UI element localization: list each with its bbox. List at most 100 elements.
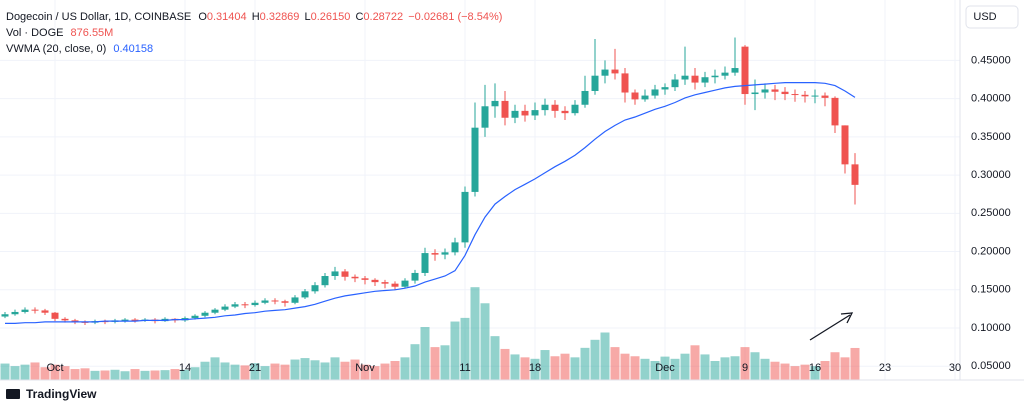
volume-bar <box>580 347 590 380</box>
volume-bar <box>280 364 290 380</box>
volume-bar <box>430 347 440 380</box>
candle-body <box>701 77 709 83</box>
candle-body <box>711 75 719 78</box>
candle-body <box>341 271 349 277</box>
y-tick-label: 0.15000 <box>971 284 1011 296</box>
volume-bar <box>360 364 370 380</box>
volume-bar <box>790 366 800 380</box>
candle-body <box>731 68 739 73</box>
volume-bar <box>20 364 30 380</box>
volume-layer <box>0 287 860 380</box>
candle-body <box>621 73 629 93</box>
candle-body <box>801 94 809 97</box>
candle-body <box>61 318 69 321</box>
volume-bar <box>520 357 530 380</box>
y-tick-label: 0.25000 <box>971 207 1011 219</box>
brand-logo: TradingView <box>6 387 97 401</box>
candle-body <box>451 242 459 253</box>
y-tick-label: 0.35000 <box>971 131 1011 143</box>
candle-body <box>241 304 249 306</box>
volume-bar <box>290 359 300 380</box>
candle-body <box>551 104 559 111</box>
volume-bar <box>410 344 420 380</box>
x-tick-label: 18 <box>529 362 541 374</box>
volume-bar <box>470 287 480 380</box>
volume-bar <box>220 362 230 380</box>
volume-bar <box>380 363 390 380</box>
candle-body <box>361 278 369 280</box>
candle-body <box>281 301 289 303</box>
volume-bar <box>350 359 360 380</box>
volume-bar <box>840 357 850 380</box>
volume-bar <box>180 369 190 380</box>
volume-bar <box>70 369 80 380</box>
l-label: L <box>304 11 310 23</box>
volume-bar <box>740 347 750 380</box>
brand: TradingView <box>26 387 97 401</box>
volume-bar <box>390 361 400 380</box>
candle-body <box>651 89 659 96</box>
candle-body <box>51 312 59 319</box>
candle-body <box>851 164 859 185</box>
volume-bar <box>850 347 860 380</box>
x-tick-label: 30 <box>949 362 961 374</box>
candle-body <box>641 95 649 100</box>
candle-body <box>71 320 79 322</box>
x-tick-label: 9 <box>742 362 748 374</box>
volume-bar <box>800 364 810 380</box>
candle-body <box>461 191 469 243</box>
volume-bar <box>300 358 310 380</box>
o-value: 0.31404 <box>207 11 247 23</box>
candle-body <box>771 89 779 92</box>
volume-bar <box>760 358 770 380</box>
candle-body <box>821 95 829 98</box>
volume-bar <box>210 357 220 380</box>
volume-bar <box>730 356 740 380</box>
candle-body <box>601 69 609 76</box>
candle-body <box>671 79 679 88</box>
volume-bar <box>640 358 650 380</box>
volume-bar <box>610 347 620 380</box>
volume-bar <box>340 361 350 380</box>
candle-body <box>131 319 139 321</box>
logo-mark <box>6 389 20 399</box>
volume-bar <box>630 356 640 380</box>
vwma-name: VWMA (20, close, 0) <box>6 43 106 55</box>
candle-body <box>441 252 449 255</box>
volume-bar <box>400 357 410 380</box>
volume-bar <box>500 348 510 380</box>
x-tick-label: 16 <box>809 362 821 374</box>
volume-bar <box>540 350 550 380</box>
candle-body <box>791 94 799 96</box>
vwma-line <box>5 82 856 324</box>
volume-bar <box>270 363 280 380</box>
price-layer <box>1 37 859 325</box>
volume-bar <box>150 370 160 380</box>
candle-body <box>541 104 549 111</box>
volume-bar <box>680 353 690 380</box>
volume-bar <box>660 356 670 380</box>
h-value: 0.32869 <box>260 11 300 23</box>
volume-bar <box>490 336 500 380</box>
h-label: H <box>252 11 260 23</box>
arrow-annotation <box>809 314 851 341</box>
volume-bar <box>90 370 100 380</box>
volume-bar <box>310 360 320 380</box>
candle-body <box>301 291 309 298</box>
volume-bar <box>650 361 660 380</box>
candle-body <box>251 302 259 306</box>
x-tick-label: 23 <box>879 362 891 374</box>
volume-bar <box>30 362 40 380</box>
currency[interactable]: USD <box>973 11 996 23</box>
currency-button[interactable] <box>965 5 1019 29</box>
y-tick-label: 0.10000 <box>971 322 1011 334</box>
candle-body <box>681 75 689 80</box>
volume-bar <box>770 361 780 380</box>
volume-bar <box>100 370 110 380</box>
header-line-2: Vol · DOGE 876.55M <box>6 27 113 39</box>
volume-bar <box>600 332 610 380</box>
volume-bar <box>0 363 10 380</box>
candle-body <box>581 90 589 105</box>
candle-body <box>831 97 839 126</box>
x-tick-label: Oct <box>46 362 63 374</box>
